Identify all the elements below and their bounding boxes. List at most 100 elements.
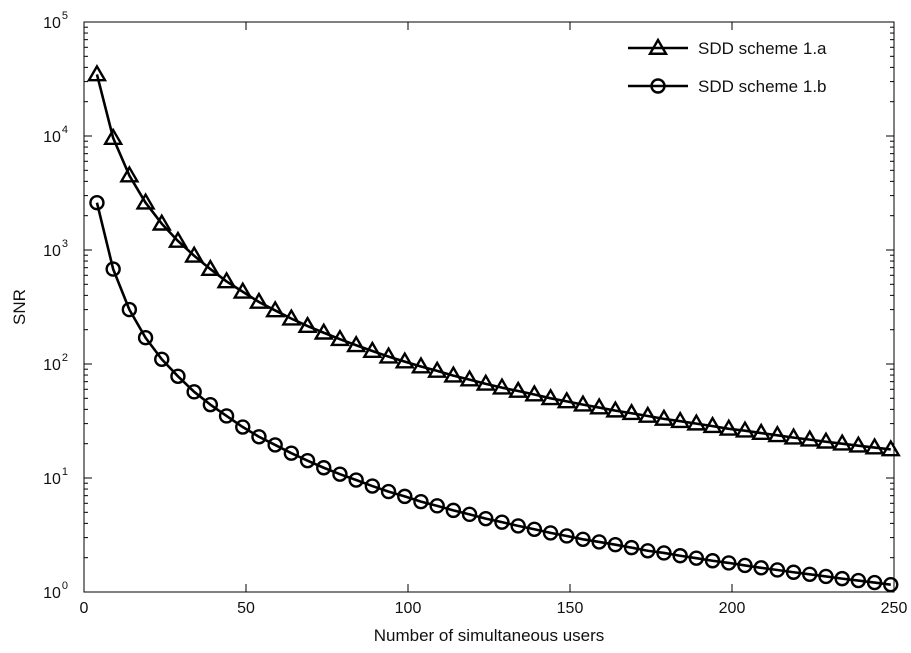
triangle-marker — [427, 360, 448, 378]
triangle-marker — [248, 291, 270, 309]
legend: SDD scheme 1.a SDD scheme 1.b — [628, 37, 827, 96]
y-tick-label: 103 — [43, 238, 68, 260]
circle-marker — [251, 429, 267, 445]
circle-marker — [737, 557, 753, 574]
x-axis-label: Number of simultaneous users — [374, 626, 605, 645]
y-tick-label: 105 — [43, 10, 68, 32]
x-tick-label: 0 — [80, 600, 89, 617]
triangle-marker — [589, 397, 610, 415]
x-tick-label: 150 — [557, 600, 584, 617]
circle-marker — [89, 194, 105, 211]
triangle-marker — [702, 415, 723, 434]
circle-marker — [721, 555, 737, 571]
triangle-marker — [718, 418, 739, 436]
circle-marker — [397, 488, 413, 505]
triangle-marker — [605, 400, 626, 418]
triangle-marker — [783, 427, 804, 445]
circle-marker — [316, 460, 332, 476]
circle-marker — [753, 560, 769, 576]
triangle-marker — [475, 373, 496, 391]
circle-marker — [672, 548, 688, 564]
circle-marker — [526, 521, 543, 537]
circle-marker — [267, 437, 283, 453]
circle-marker — [348, 472, 364, 488]
circle-marker — [186, 384, 202, 400]
triangle-marker — [184, 245, 205, 263]
triangle-marker — [135, 192, 156, 210]
series-line — [95, 202, 891, 586]
triangle-marker — [410, 356, 432, 374]
circle-marker — [510, 518, 526, 534]
circle-marker — [818, 568, 834, 585]
circle-marker — [575, 531, 591, 547]
circle-marker — [299, 452, 316, 469]
legend-item: SDD scheme 1.a — [628, 37, 827, 58]
triangle-marker — [346, 334, 367, 353]
y-tick-label: 100 — [43, 580, 68, 602]
triangle-marker — [815, 431, 837, 449]
triangle-marker — [637, 405, 658, 423]
triangle-marker — [508, 380, 529, 398]
circle-marker — [559, 528, 575, 544]
circle-marker — [785, 564, 802, 580]
circle-marker — [332, 466, 348, 482]
triangle-marker — [799, 429, 820, 447]
triangle-marker — [378, 346, 399, 364]
triangle-marker — [848, 435, 869, 453]
circle-marker — [494, 514, 510, 530]
circle-marker — [704, 553, 721, 569]
y-axis-label: SNR — [10, 289, 29, 325]
triangle-marker — [151, 213, 172, 231]
triangle-marker — [297, 315, 318, 334]
triangle-marker — [200, 258, 221, 277]
circle-marker — [850, 572, 867, 589]
triangle-marker — [751, 422, 772, 440]
y-tick-label: 102 — [43, 352, 68, 374]
legend-label: SDD scheme 1.b — [698, 77, 827, 96]
circle-marker — [802, 566, 818, 582]
legend-triangle-marker — [647, 37, 669, 55]
circle-marker — [121, 301, 138, 318]
circle-marker — [623, 539, 640, 556]
x-tick-label: 250 — [881, 600, 908, 617]
circle-marker — [235, 419, 251, 435]
circle-marker — [218, 408, 235, 424]
triangle-marker — [491, 377, 513, 395]
triangle-marker — [556, 390, 577, 409]
series-1 — [86, 64, 901, 457]
circle-marker — [170, 368, 186, 385]
series-line — [95, 74, 891, 451]
y-tick-label: 104 — [43, 124, 68, 146]
triangle-marker — [216, 271, 237, 289]
triangle-marker — [880, 439, 901, 457]
circle-marker — [380, 483, 397, 500]
circle-marker — [591, 534, 607, 550]
triangle-marker — [653, 408, 675, 426]
triangle-marker — [686, 413, 707, 431]
circle-marker — [688, 550, 705, 566]
circle-marker — [364, 478, 381, 494]
triangle-marker — [540, 387, 561, 406]
circle-marker — [769, 562, 786, 578]
circle-marker — [137, 330, 154, 346]
circle-marker — [640, 543, 656, 559]
circle-marker — [283, 445, 300, 461]
triangle-marker — [459, 369, 480, 387]
triangle-marker — [524, 384, 545, 402]
triangle-marker — [443, 365, 464, 383]
circle-marker — [429, 498, 445, 514]
triangle-marker — [329, 328, 351, 347]
x-tick-label: 200 — [719, 600, 746, 617]
circle-marker — [656, 545, 672, 561]
triangle-marker — [864, 437, 885, 455]
legend-item: SDD scheme 1.b — [628, 77, 827, 96]
circle-marker — [461, 506, 478, 523]
plot-frame — [83, 21, 895, 593]
triangle-marker — [232, 281, 253, 299]
series-2 — [89, 194, 899, 593]
triangle-marker — [313, 322, 334, 340]
triangle-marker — [394, 351, 415, 369]
circle-marker — [866, 574, 883, 591]
triangle-marker — [572, 394, 594, 412]
triangle-marker — [281, 308, 302, 326]
